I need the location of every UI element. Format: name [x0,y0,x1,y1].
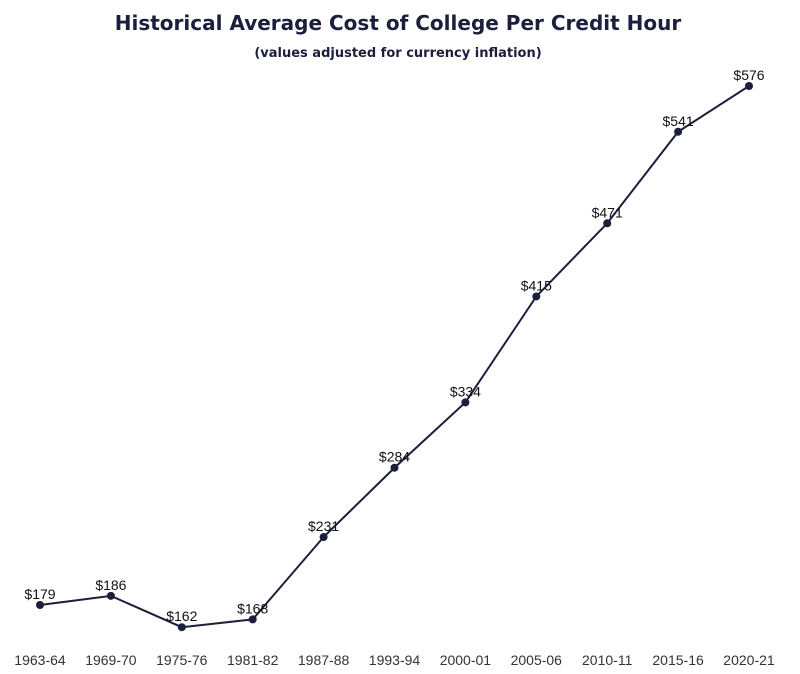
chart-title: Historical Average Cost of College Per C… [115,11,682,35]
x-tick-label: 2015-16 [652,652,704,668]
x-tick-label: 2020-21 [723,652,775,668]
data-label: $231 [308,518,339,534]
data-point [532,292,541,301]
data-label: $162 [166,608,197,624]
x-tick-label: 1981-82 [227,652,279,668]
data-label: $541 [663,113,694,129]
x-tick-label: 1969-70 [85,652,137,668]
data-label: $334 [450,383,481,399]
series-line [39,85,750,629]
x-tick-label: 2005-06 [511,652,563,668]
data-point [177,623,186,632]
data-label: $576 [733,67,764,83]
data-point [674,127,683,136]
data-label: $179 [24,586,55,602]
data-point [390,463,399,472]
data-label: $284 [379,449,410,465]
x-tick-label: 1993-94 [369,652,421,668]
x-tick-label: 1963-64 [14,652,66,668]
data-point [319,533,328,542]
data-label: $186 [95,577,126,593]
x-tick-label: 1975-76 [156,652,208,668]
data-point [461,398,470,407]
data-point [36,601,44,609]
data-point [745,82,753,90]
data-point [106,591,115,600]
x-tick-label: 2000-01 [440,652,492,668]
chart-subtitle: (values adjusted for currency inflation) [254,46,541,61]
data-label: $415 [521,277,552,293]
data-label: $168 [237,600,268,616]
x-tick-label: 2010-11 [582,652,633,668]
x-tick-label: 1987-88 [298,652,350,668]
data-point [248,615,257,624]
data-point [603,219,612,228]
data-label: $471 [592,204,623,220]
